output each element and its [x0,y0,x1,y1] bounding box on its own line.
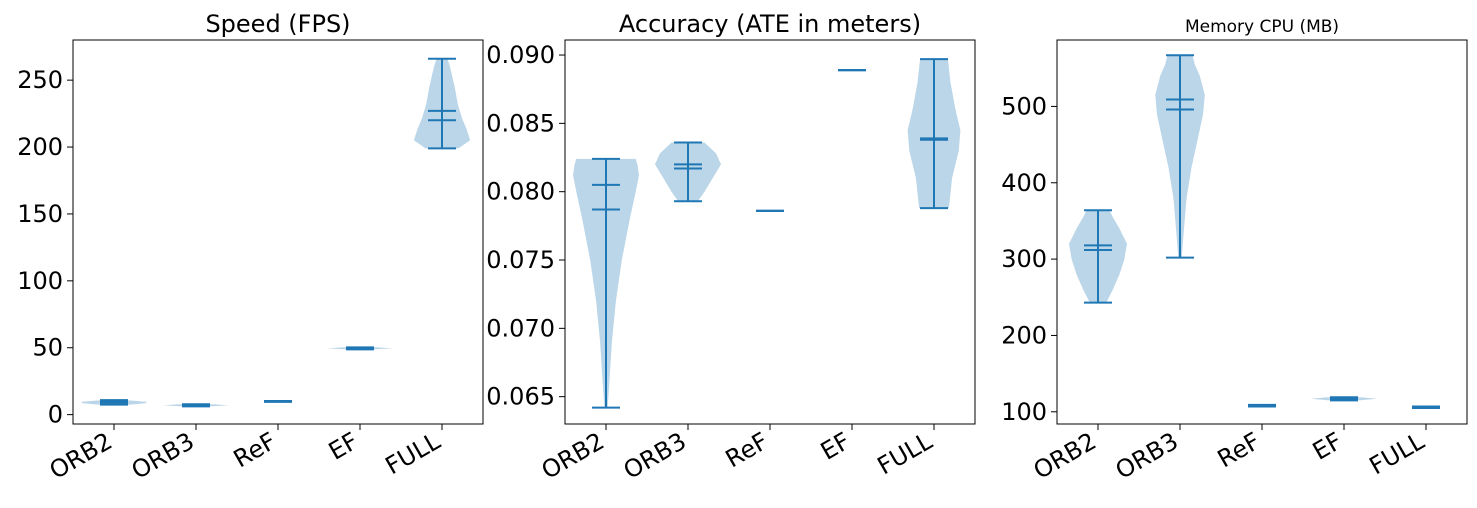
y-tick-label: 200 [1001,321,1047,349]
x-tick-label: ORB2 [1029,427,1101,485]
violin-ref [1248,403,1276,408]
x-tick-label: ORB2 [45,427,117,485]
violin-full [907,58,961,210]
y-tick-label: 0.075 [486,246,555,274]
x-tick-label: ReF [721,427,773,473]
x-tick-label: FULL [873,427,938,481]
violin-ref [264,399,292,403]
y-tick-label: 150 [17,200,63,228]
y-tick-label: 500 [1001,92,1047,120]
x-tick-label: FULL [381,427,446,481]
y-tick-label: 200 [17,133,63,161]
y-tick-label: 250 [17,66,63,94]
y-tick-label: 100 [17,267,63,295]
violin-ef [327,346,393,351]
y-tick-label: 300 [1001,245,1047,273]
x-tick-label: ReF [1213,427,1265,473]
y-tick-label: 50 [32,334,63,362]
violin-full [1412,405,1440,409]
chart-title: Speed (FPS) [205,10,350,38]
violin-orb3 [1155,54,1205,259]
violin-orb3 [163,403,229,408]
y-tick-label: 400 [1001,169,1047,197]
x-tick-label: FULL [1365,427,1430,481]
x-tick-label: ORB3 [619,427,691,485]
x-tick-label: ORB3 [1111,427,1183,485]
violin-orb2 [573,157,639,409]
violin-orb2 [81,399,147,406]
y-tick-label: 0.080 [486,178,555,206]
x-tick-label: EF [324,427,363,466]
x-tick-label: EF [1308,427,1347,466]
chart-title: Accuracy (ATE in meters) [619,10,921,38]
y-tick-label: 100 [1001,398,1047,426]
violin-ef [1311,396,1377,402]
violin-full [413,57,471,150]
chart-panel-1: Speed (FPS) 0 50 100 150 200 250 ORB2 ORB3 ReF EF F… [17,10,484,485]
x-tick-label: ORB3 [127,427,199,485]
chart-title: Memory CPU (MB) [1185,17,1339,37]
x-tick-label: ReF [229,427,281,473]
x-tick-label: EF [816,427,855,466]
x-tick-label: ORB2 [537,427,609,485]
y-tick-label: 0.065 [486,383,555,411]
chart-panel-2: Accuracy (ATE in meters) 0.065 0.070 0.075 0… [486,10,976,485]
y-tick-label: 0.090 [486,41,555,69]
chart-panel-3: Memory CPU (MB) 100 200 300 400 500 ORB2 ORB3 Re… [1001,17,1468,485]
y-tick-label: 0.070 [486,314,555,342]
axes-frame [72,39,484,425]
y-tick-label: 0 [48,401,63,429]
violin-orb2 [1069,209,1127,304]
violin-orb3 [655,141,721,203]
y-tick-label: 0.085 [486,109,555,137]
